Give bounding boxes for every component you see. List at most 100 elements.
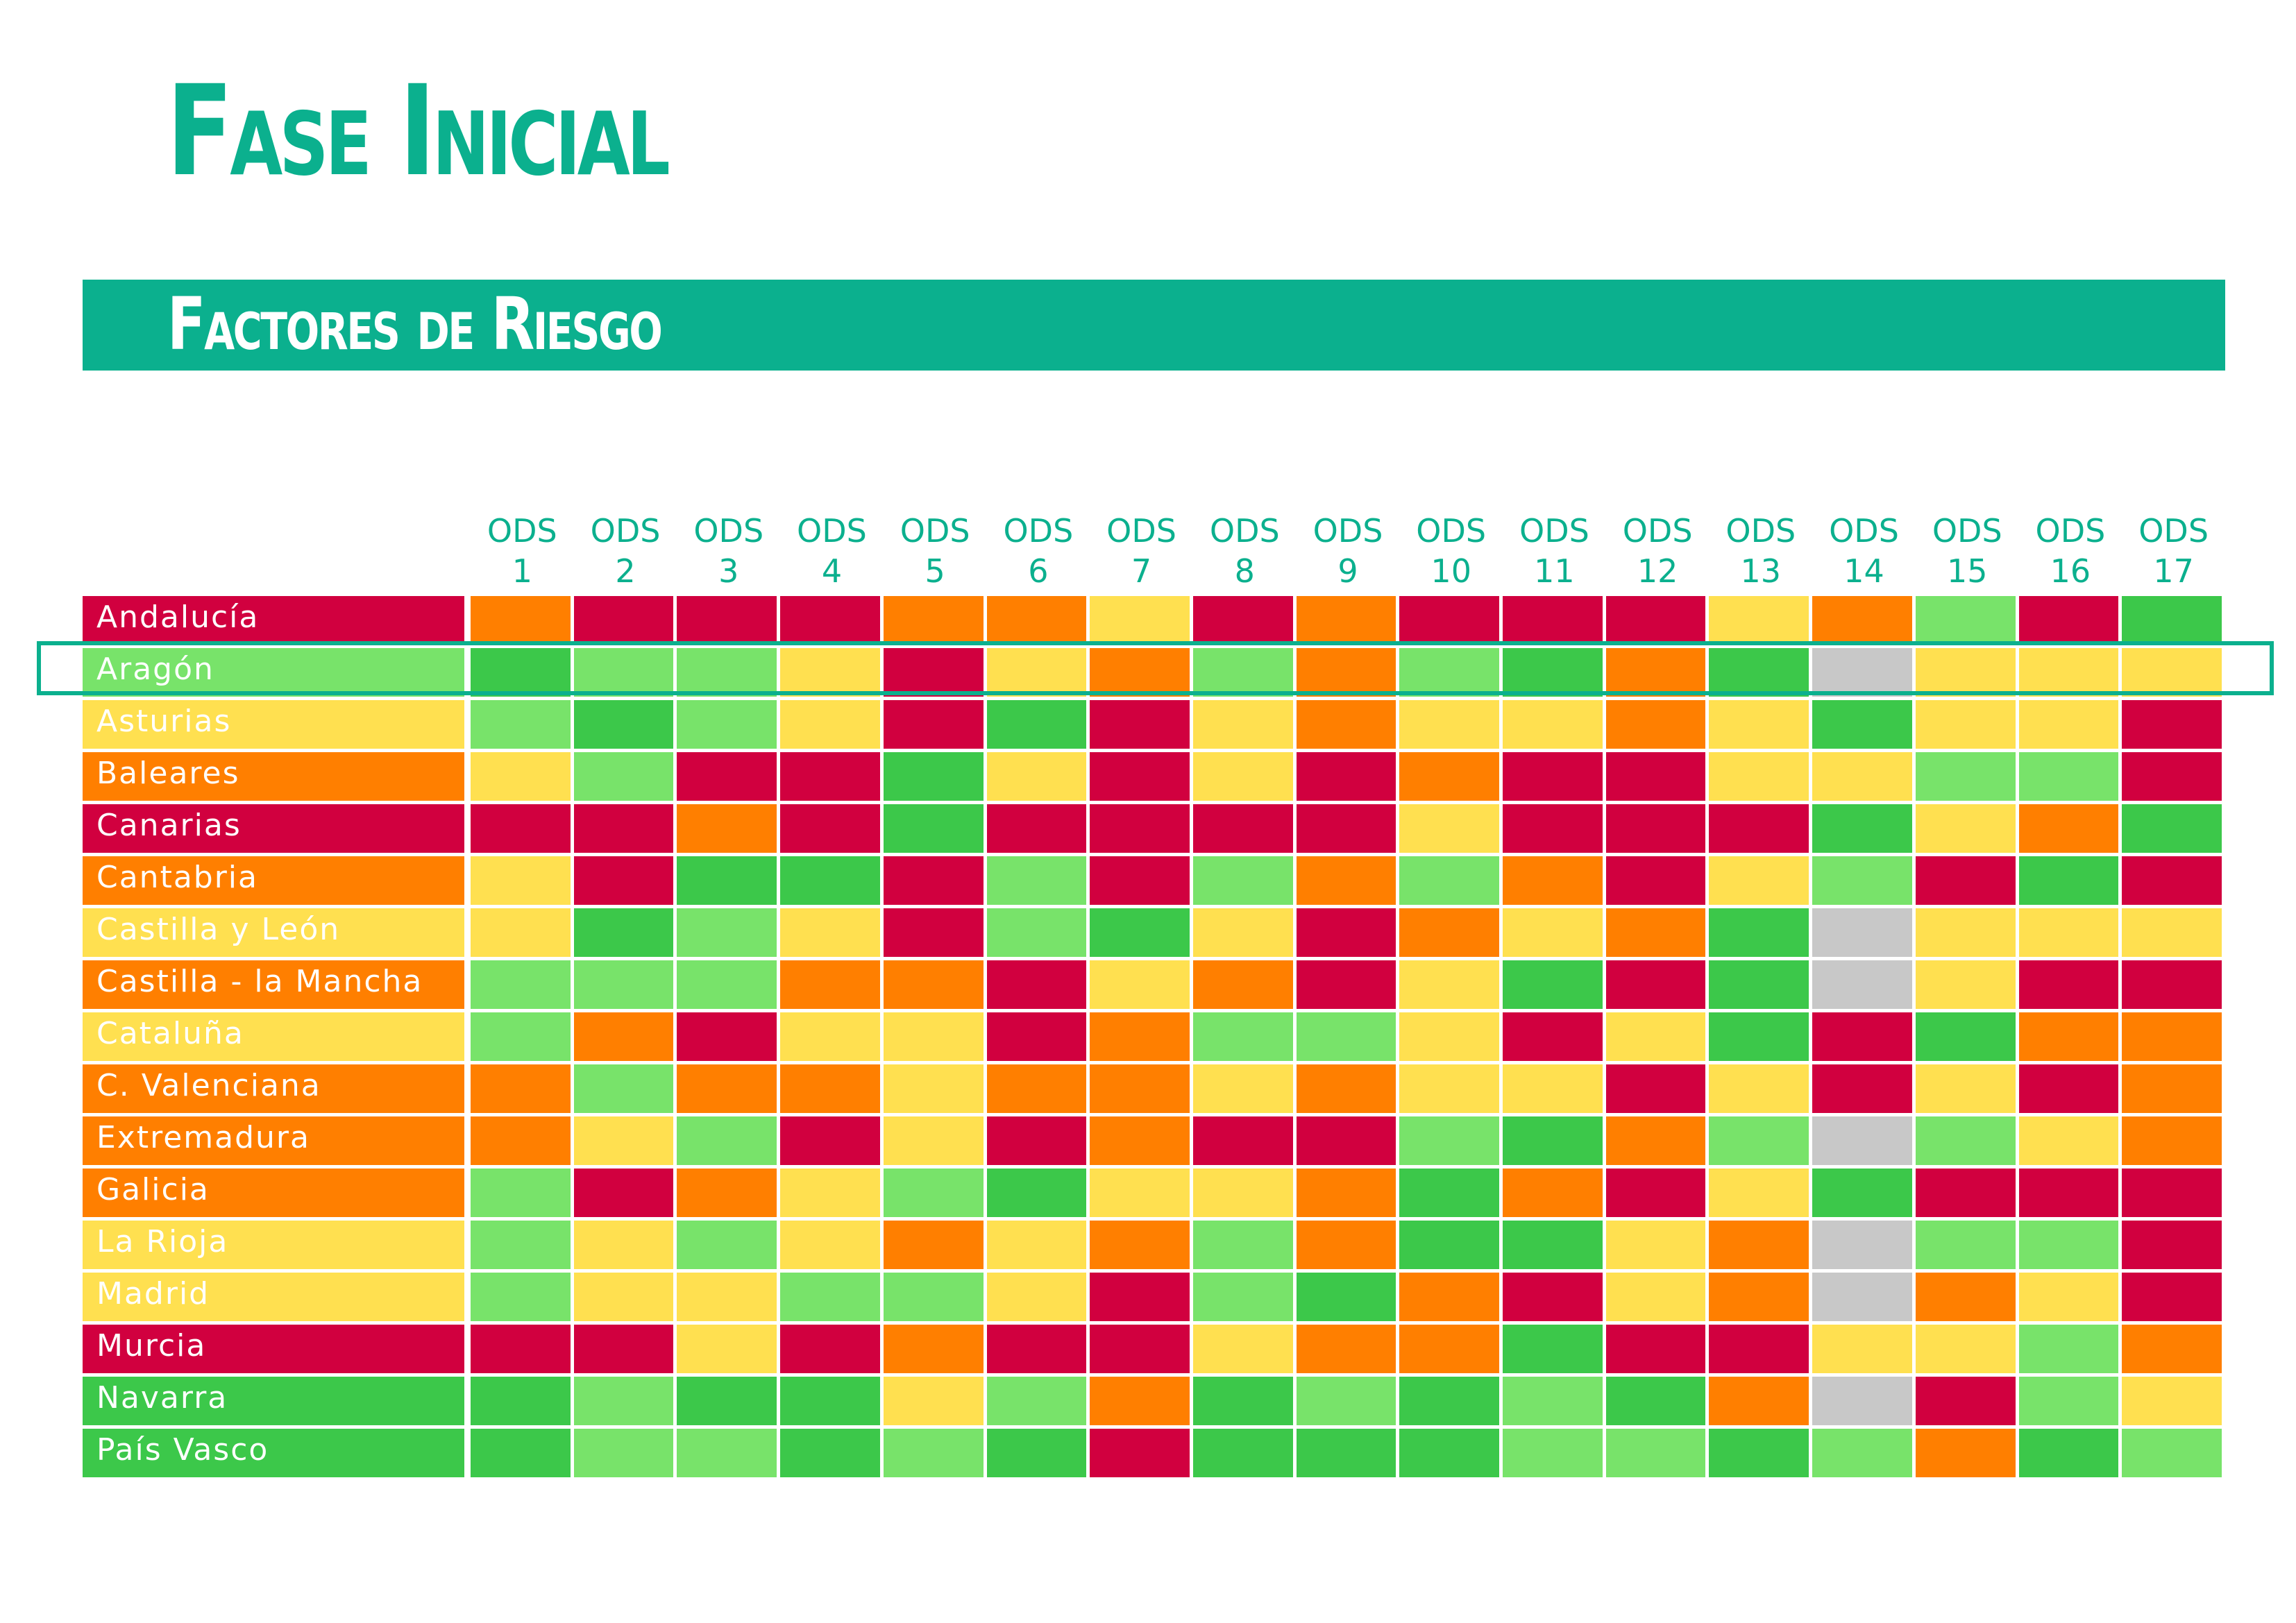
status-cell (1192, 752, 1293, 801)
status-cell (573, 1012, 674, 1061)
status-cell (1296, 960, 1396, 1009)
status-cell (1192, 960, 1293, 1009)
status-cell (677, 804, 777, 853)
status-cell (1399, 1325, 1500, 1373)
status-cell (1192, 1064, 1293, 1113)
status-cell (1503, 1273, 1603, 1321)
status-cell (1709, 1221, 1809, 1269)
status-cell (1296, 1169, 1396, 1217)
status-cell (1192, 596, 1293, 645)
status-cell (1605, 1116, 1706, 1165)
status-cell (1915, 700, 2016, 749)
status-cell (1709, 648, 1809, 697)
status-cell (1296, 1064, 1396, 1113)
column-header: ODS 3 (693, 512, 764, 590)
row-label: Aragón (83, 648, 464, 697)
status-cell (1503, 960, 1603, 1009)
status-cell (471, 1116, 571, 1165)
status-cell (883, 1064, 984, 1113)
status-cell (1296, 1221, 1396, 1269)
status-cell (2122, 908, 2222, 957)
status-cell (1503, 700, 1603, 749)
status-cell (1812, 1429, 1912, 1477)
status-cell (986, 1273, 1087, 1321)
status-cell (573, 1429, 674, 1477)
status-cell (883, 1325, 984, 1373)
status-cell (2122, 648, 2222, 697)
status-cell (1605, 1325, 1706, 1373)
status-cell (780, 1116, 880, 1165)
status-cell (573, 1221, 674, 1269)
status-cell (1399, 1377, 1500, 1425)
status-cell (1503, 648, 1603, 697)
row-label: Castilla - la Mancha (83, 960, 464, 1009)
status-cell (1915, 1169, 2016, 1217)
status-cell (780, 1169, 880, 1217)
status-cell (1090, 1116, 1190, 1165)
status-cell (471, 908, 571, 957)
status-cell (1812, 1221, 1912, 1269)
status-cell (1503, 1325, 1603, 1373)
status-cell (883, 1221, 984, 1269)
status-cell (1709, 856, 1809, 905)
status-cell (471, 596, 571, 645)
status-cell (780, 1377, 880, 1425)
status-cell (883, 596, 984, 645)
status-cell (2122, 856, 2222, 905)
status-cell (471, 1221, 571, 1269)
status-cell (1090, 1377, 1190, 1425)
status-cell (1709, 908, 1809, 957)
row-label: Canarias (83, 804, 464, 853)
status-cell (2018, 1377, 2119, 1425)
status-cell (677, 856, 777, 905)
status-cell (677, 648, 777, 697)
status-cell (1915, 960, 2016, 1009)
status-cell (1605, 1377, 1706, 1425)
status-cell (1709, 596, 1809, 645)
status-cell (1090, 1429, 1190, 1477)
status-cell (1192, 856, 1293, 905)
status-cell (471, 1325, 571, 1373)
status-cell (1605, 1221, 1706, 1269)
status-cell (1192, 648, 1293, 697)
status-cell (1915, 1377, 2016, 1425)
column-header: ODS 5 (900, 512, 970, 590)
status-cell (1090, 856, 1190, 905)
status-cell (471, 804, 571, 853)
column-header: ODS 1 (487, 512, 557, 590)
status-cell (986, 648, 1087, 697)
status-cell (1192, 1377, 1293, 1425)
status-cell (1915, 1064, 2016, 1113)
status-cell (1399, 1429, 1500, 1477)
status-cell (2018, 1325, 2119, 1373)
row-label: La Rioja (83, 1221, 464, 1269)
status-cell (883, 1116, 984, 1165)
status-cell (1296, 1012, 1396, 1061)
status-cell (573, 1064, 674, 1113)
column-header: ODS 2 (590, 512, 661, 590)
status-cell (1399, 908, 1500, 957)
status-cell (1605, 1429, 1706, 1477)
status-cell (986, 960, 1087, 1009)
status-cell (1605, 1064, 1706, 1113)
row-label: Castilla y León (83, 908, 464, 957)
status-cell (1090, 648, 1190, 697)
status-cell (2122, 596, 2222, 645)
status-cell (780, 1221, 880, 1269)
status-cell (471, 1429, 571, 1477)
status-cell (1192, 1169, 1293, 1217)
status-cell (677, 1012, 777, 1061)
status-cell (1399, 1116, 1500, 1165)
status-cell (677, 1273, 777, 1321)
status-cell (2018, 1012, 2119, 1061)
row-label: Asturias (83, 700, 464, 749)
status-cell (1503, 1377, 1603, 1425)
status-cell (1709, 1012, 1809, 1061)
status-cell (2122, 1169, 2222, 1217)
status-cell (1399, 804, 1500, 853)
status-cell (1296, 1325, 1396, 1373)
column-header: ODS 12 (1622, 512, 1693, 590)
status-cell (780, 908, 880, 957)
status-cell (471, 1377, 571, 1425)
